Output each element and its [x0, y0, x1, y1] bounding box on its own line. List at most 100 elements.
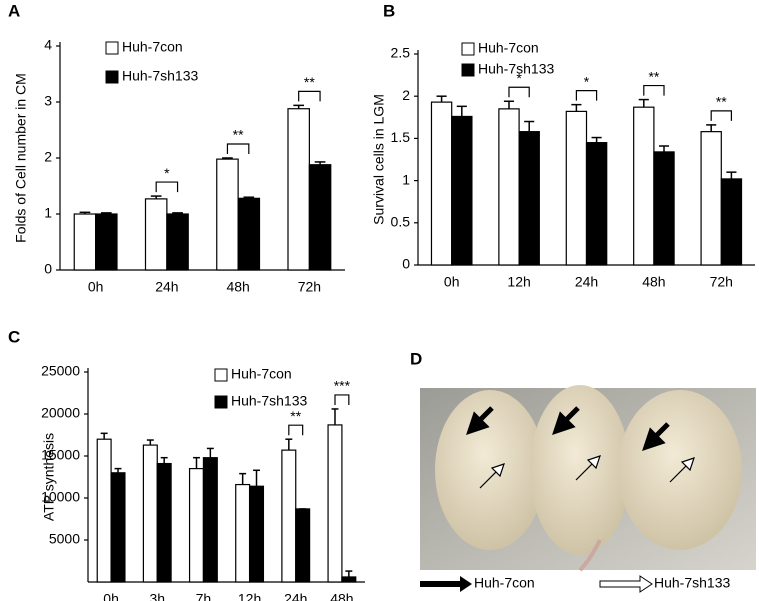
tail: [578, 539, 602, 572]
panel-label: B: [383, 1, 395, 20]
black-arrows: [466, 406, 670, 451]
bar: [156, 462, 172, 583]
bar: [95, 213, 118, 271]
bar: [248, 485, 265, 583]
legend-swatch: [461, 42, 475, 56]
y-tick-label: 3: [44, 93, 52, 109]
panel-label: D: [410, 349, 422, 368]
x-tick-label: 0h: [444, 274, 460, 290]
significance-bracket: [226, 143, 250, 154]
significance-bracket: [334, 394, 350, 405]
bar: [585, 142, 608, 266]
significance-label: **: [648, 68, 659, 84]
y-tick-label: 0.5: [391, 214, 411, 230]
y-tick-label: 25000: [41, 363, 80, 379]
x-tick-label: 0h: [88, 279, 104, 295]
y-tick-label: 4: [44, 37, 52, 53]
bar: [144, 198, 168, 271]
bar: [96, 438, 112, 583]
bar: [235, 483, 251, 583]
significance-label: ***: [334, 378, 351, 394]
significance-label: **: [233, 127, 244, 143]
legend-label: Huh-7sh133: [478, 61, 554, 77]
x-tick-label: 24h: [284, 591, 307, 601]
panel-d: D Huh-7con Huh-7sh133: [410, 349, 756, 593]
bar: [110, 472, 126, 583]
y-axis-label: Survival cells in LGM: [371, 94, 387, 225]
bar: [142, 444, 158, 583]
x-tick-label: 48h: [642, 274, 665, 290]
significance-bracket: [298, 90, 321, 102]
bar: [565, 110, 588, 266]
bar: [188, 468, 205, 583]
legend-label: Huh-7con: [478, 40, 539, 56]
panel-label: C: [8, 327, 20, 346]
bar: [327, 424, 343, 583]
legend-swatch: [461, 63, 475, 77]
legend-swatch: [214, 395, 228, 409]
legend-swatch: [105, 41, 119, 55]
legend-label: Huh-7con: [474, 575, 535, 591]
bar: [341, 576, 357, 583]
significance-label: *: [516, 70, 522, 86]
x-tick-label: 72h: [710, 274, 733, 290]
significance-bracket: [508, 86, 530, 98]
white-arrows: [479, 455, 695, 489]
bar: [202, 457, 218, 583]
x-tick-label: 72h: [298, 279, 321, 295]
y-tick-label: 15000: [41, 447, 80, 463]
legend-label: Huh-7sh133: [654, 575, 730, 591]
bar: [633, 106, 655, 266]
bar: [73, 213, 97, 271]
y-tick-label: 1: [402, 171, 410, 187]
significance-bracket: [155, 181, 179, 193]
bar: [166, 213, 189, 271]
x-tick-label: 12h: [507, 274, 530, 290]
x-tick-label: 48h: [226, 279, 249, 295]
y-tick-label: 2: [402, 87, 410, 103]
significance-bracket: [575, 90, 598, 101]
bar: [451, 115, 473, 266]
legend-label: Huh-7con: [231, 366, 292, 382]
significance-label: **: [290, 408, 301, 424]
x-tick-label: 12h: [238, 591, 261, 601]
legend-arrow-black: [420, 576, 472, 592]
x-tick-label: 7h: [196, 591, 212, 601]
bar: [518, 131, 540, 266]
significance-bracket: [288, 424, 304, 436]
significance-bracket: [643, 84, 665, 96]
y-tick-label: 1: [44, 205, 52, 221]
bar: [281, 449, 297, 583]
legend-swatch: [105, 70, 119, 84]
significance-bracket: [710, 110, 733, 121]
y-tick-label: 0: [44, 261, 52, 277]
mouse: [530, 385, 630, 555]
bar: [700, 131, 722, 266]
mouse: [435, 390, 545, 550]
x-tick-label: 48h: [330, 591, 353, 601]
x-tick-label: 24h: [575, 274, 598, 290]
legend-label: Huh-7sh133: [231, 393, 307, 409]
y-tick-label: 5000: [49, 531, 80, 547]
y-tick-label: 0: [402, 256, 410, 272]
legend-arrow-white: [599, 575, 653, 593]
bar: [430, 101, 453, 266]
legend-label: Huh-7con: [122, 39, 183, 55]
significance-label: **: [304, 74, 315, 90]
bar: [295, 508, 311, 583]
x-tick-label: 24h: [155, 279, 178, 295]
significance-label: **: [716, 94, 727, 110]
bar: [653, 151, 675, 266]
significance-label: *: [584, 73, 590, 89]
y-tick-label: 10000: [41, 489, 80, 505]
bar: [237, 197, 261, 271]
y-tick-label: 2.5: [391, 45, 411, 61]
significance-label: *: [164, 165, 170, 181]
bar: [720, 178, 743, 266]
bar: [308, 164, 332, 271]
y-tick-label: 2: [44, 149, 52, 165]
bar: [287, 108, 310, 271]
bar: [216, 158, 239, 271]
y-tick-label: 20000: [41, 405, 80, 421]
